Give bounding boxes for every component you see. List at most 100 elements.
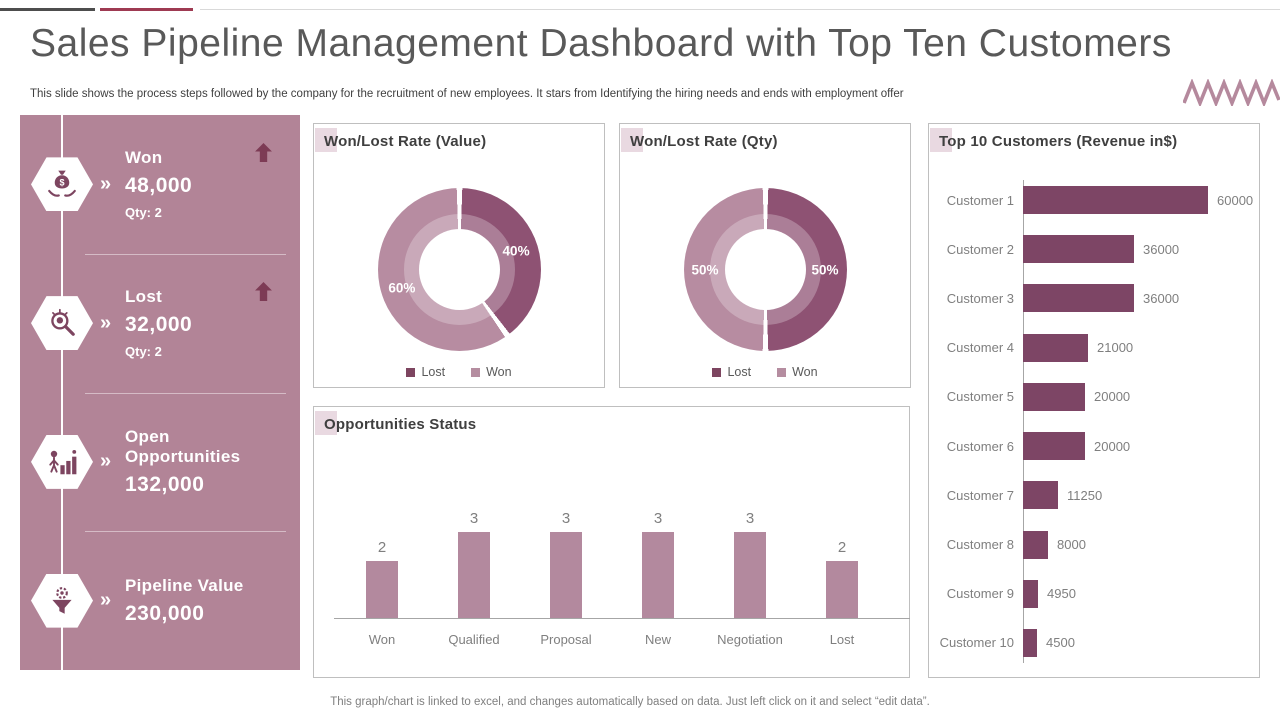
bar-category-label: Won xyxy=(368,632,396,647)
hbar-category-label: Customer 4 xyxy=(946,340,1014,356)
bar xyxy=(734,532,766,619)
bar xyxy=(550,532,582,619)
bar xyxy=(642,532,674,619)
hbar-category-label: Customer 10 xyxy=(939,635,1014,651)
hbar-category-label: Customer 6 xyxy=(946,438,1014,454)
chart-panel-won-lost-qty[interactable]: Won/Lost Rate (Qty) 50% 50% Lost Won xyxy=(619,123,911,388)
hbar-category-label: Customer 8 xyxy=(946,537,1014,553)
legend-label: Won xyxy=(792,365,818,379)
bar-category-label: Qualified xyxy=(448,632,500,647)
bar-value-label: 3 xyxy=(653,510,663,527)
hbar-row: Customer 9 4950 xyxy=(937,579,1253,608)
legend-swatch xyxy=(471,367,481,377)
hbar-value-label: 4500 xyxy=(1046,635,1075,651)
chart-panel-top-10-customers[interactable]: Top 10 Customers (Revenue in$) Customer … xyxy=(928,123,1260,678)
top-strip-segment-dark xyxy=(0,8,95,11)
chart-panel-opportunities-status[interactable]: Opportunities Status 2 3 3 3 3 2 Won Qualified… xyxy=(313,406,910,678)
hbar-bar xyxy=(1023,186,1208,214)
hbar-bar xyxy=(1023,481,1058,510)
trend-up-arrow-icon xyxy=(255,281,272,301)
title-highlight-tab xyxy=(621,128,643,152)
hbar-row: Customer 8 8000 xyxy=(937,530,1253,559)
legend-item: Lost xyxy=(406,365,445,379)
hbar-category-label: Customer 2 xyxy=(946,241,1014,257)
bar-column: 3 xyxy=(612,510,704,619)
footer-note: This graph/chart is linked to excel, and… xyxy=(330,696,930,708)
donut-chart: 50% 50% xyxy=(683,188,847,351)
y-axis-line xyxy=(1023,180,1024,663)
money-bag-hands-icon: $ xyxy=(31,157,93,212)
chart-panel-won-lost-value[interactable]: Won/Lost Rate (Value) 40% 60% Lost Won xyxy=(313,123,605,388)
bars-area: 2 3 3 3 3 2 xyxy=(336,447,888,619)
kpi-qty: Qty: 2 xyxy=(125,344,162,360)
legend-item: Lost xyxy=(712,365,751,379)
title-highlight-tab xyxy=(930,128,952,152)
chart-title: Won/Lost Rate (Qty) xyxy=(630,133,778,150)
bar-value-label: 3 xyxy=(561,510,571,527)
bar-column: 3 xyxy=(520,510,612,619)
bar-category-label: Negotiation xyxy=(717,632,783,647)
donut-slice-label: 40% xyxy=(502,243,530,259)
kpi-value: 48,000 xyxy=(125,174,193,198)
bar-category-label: Lost xyxy=(829,632,855,647)
kpi-label: Won xyxy=(125,148,163,168)
legend-swatch xyxy=(406,367,416,377)
hbar-bar xyxy=(1023,628,1037,657)
bar-column: 3 xyxy=(428,510,520,619)
bar-value-label: 3 xyxy=(469,510,479,527)
hbar-bar xyxy=(1023,333,1088,362)
page-title: Sales Pipeline Management Dashboard with… xyxy=(30,22,1172,65)
kpi-sidebar: $ » Won 48,000 Qty: 2 » Lost 32,0 xyxy=(20,115,300,670)
hbar-rows: Customer 1 60000 Customer 2 36000 Customer 3… xyxy=(937,186,1253,657)
page-subtitle: This slide shows the process steps follo… xyxy=(30,88,904,100)
hbar-bar xyxy=(1023,432,1085,461)
x-axis-line xyxy=(334,618,910,619)
funnel-gear-icon xyxy=(31,573,93,628)
legend-swatch xyxy=(712,367,722,377)
hbar-row: Customer 1 60000 xyxy=(937,186,1253,214)
hbar-row: Customer 4 21000 xyxy=(937,333,1253,362)
hbar-value-label: 36000 xyxy=(1143,290,1180,306)
top-strip-segment-red xyxy=(100,8,193,11)
legend-item: Won xyxy=(471,365,512,379)
bar xyxy=(366,561,398,619)
kpi-won: $ » Won 48,000 Qty: 2 xyxy=(20,115,300,254)
kpi-value: 230,000 xyxy=(125,601,205,625)
chevron-right-icon: » xyxy=(100,589,112,612)
hbar-bar xyxy=(1023,579,1038,608)
chevron-right-icon: » xyxy=(100,450,112,473)
hbar-value-label: 20000 xyxy=(1094,438,1131,454)
hbar-row: Customer 2 36000 xyxy=(937,235,1253,264)
hbar-row: Customer 7 11250 xyxy=(937,481,1253,510)
donut-slice-label: 60% xyxy=(388,280,416,296)
hbar-value-label: 21000 xyxy=(1097,340,1134,356)
legend-label: Won xyxy=(486,365,512,379)
hbar-category-label: Customer 3 xyxy=(946,290,1014,306)
growth-person-icon xyxy=(31,434,93,489)
bar xyxy=(458,532,490,619)
zigzag-logo-icon xyxy=(1183,79,1280,106)
legend: Lost Won xyxy=(620,365,910,379)
hbar-value-label: 36000 xyxy=(1143,241,1180,257)
hbar-row: Customer 6 20000 xyxy=(937,432,1253,461)
svg-text:$: $ xyxy=(59,178,64,188)
hbar-bar xyxy=(1023,235,1134,264)
donut-chart: 40% 60% xyxy=(377,188,541,351)
hbar-value-label: 4950 xyxy=(1047,586,1076,602)
chevron-right-icon: » xyxy=(100,172,112,195)
chevron-right-icon: » xyxy=(100,311,112,334)
kpi-label: Lost xyxy=(125,287,163,307)
bar xyxy=(826,561,858,619)
kpi-value: 32,000 xyxy=(125,313,193,337)
bar-value-label: 3 xyxy=(745,510,755,527)
hbar-category-label: Customer 5 xyxy=(946,389,1014,405)
donut-slice-label: 50% xyxy=(811,262,839,277)
kpi-label: Pipeline Value xyxy=(125,575,244,595)
legend-label: Lost xyxy=(421,365,446,379)
bar-column: 2 xyxy=(336,539,428,619)
trend-up-arrow-icon xyxy=(255,143,272,162)
legend-item: Won xyxy=(777,365,818,379)
hbar-bar xyxy=(1023,530,1048,559)
search-idea-icon xyxy=(31,296,93,351)
sidebar-vertical-line xyxy=(61,115,63,670)
